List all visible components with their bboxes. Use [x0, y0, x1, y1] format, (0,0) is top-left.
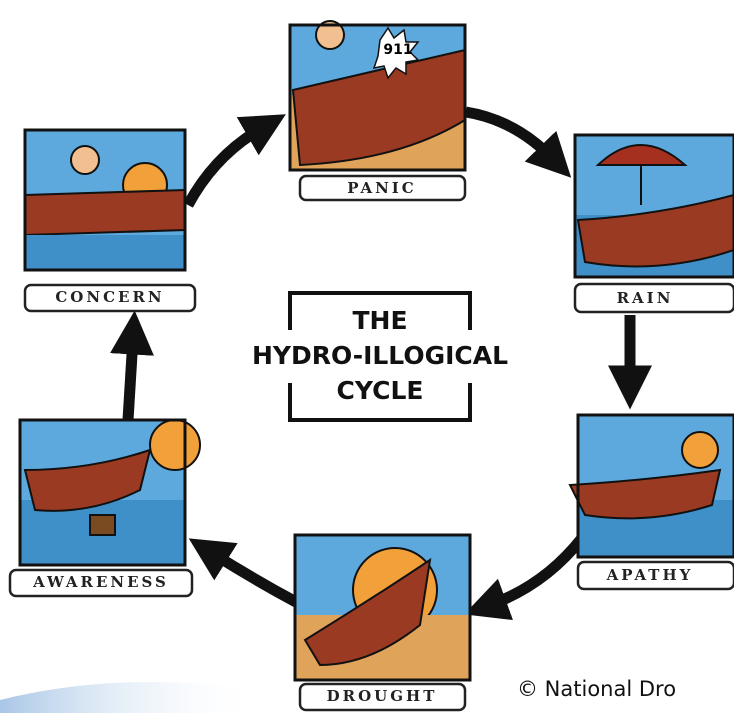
sun: [150, 420, 200, 470]
panel-rain: RAIN: [575, 135, 734, 312]
panic-sign: 911: [383, 42, 412, 58]
title-line: CYCLE: [337, 376, 424, 405]
diagram: 911 PANIC RAIN APATHY DROUGHT: [0, 0, 734, 713]
arrow: [188, 128, 262, 205]
node-label: CONCERN: [55, 288, 164, 306]
arrow: [212, 553, 296, 602]
ground-ridge: [25, 190, 185, 235]
panel-drought: DROUGHT: [295, 535, 470, 710]
sun: [682, 432, 718, 468]
title-line: HYDRO-ILLOGICAL: [252, 341, 508, 370]
arrow: [490, 538, 582, 605]
panel-concern: CONCERN: [25, 130, 195, 311]
arrow: [466, 112, 552, 158]
background-swoosh: [0, 682, 260, 713]
node-label: DROUGHT: [327, 687, 438, 705]
title-line: THE: [352, 306, 407, 335]
credit: © National Dro: [517, 677, 676, 701]
center-title: THE HYDRO-ILLOGICAL CYCLE: [252, 293, 508, 420]
stump: [90, 515, 115, 535]
node-label: APATHY: [606, 566, 694, 584]
panel-water: [25, 235, 185, 270]
node-label: PANIC: [347, 179, 417, 197]
figure: [71, 146, 99, 174]
panel-apathy: APATHY: [570, 415, 734, 589]
page: 911 PANIC RAIN APATHY DROUGHT: [0, 0, 734, 713]
node-label: AWARENESS: [32, 573, 169, 591]
panel-awareness: AWARENESS: [10, 420, 200, 596]
node-label: RAIN: [617, 289, 674, 307]
arrow: [128, 338, 133, 420]
panel-panic: 911 PANIC: [290, 21, 465, 200]
